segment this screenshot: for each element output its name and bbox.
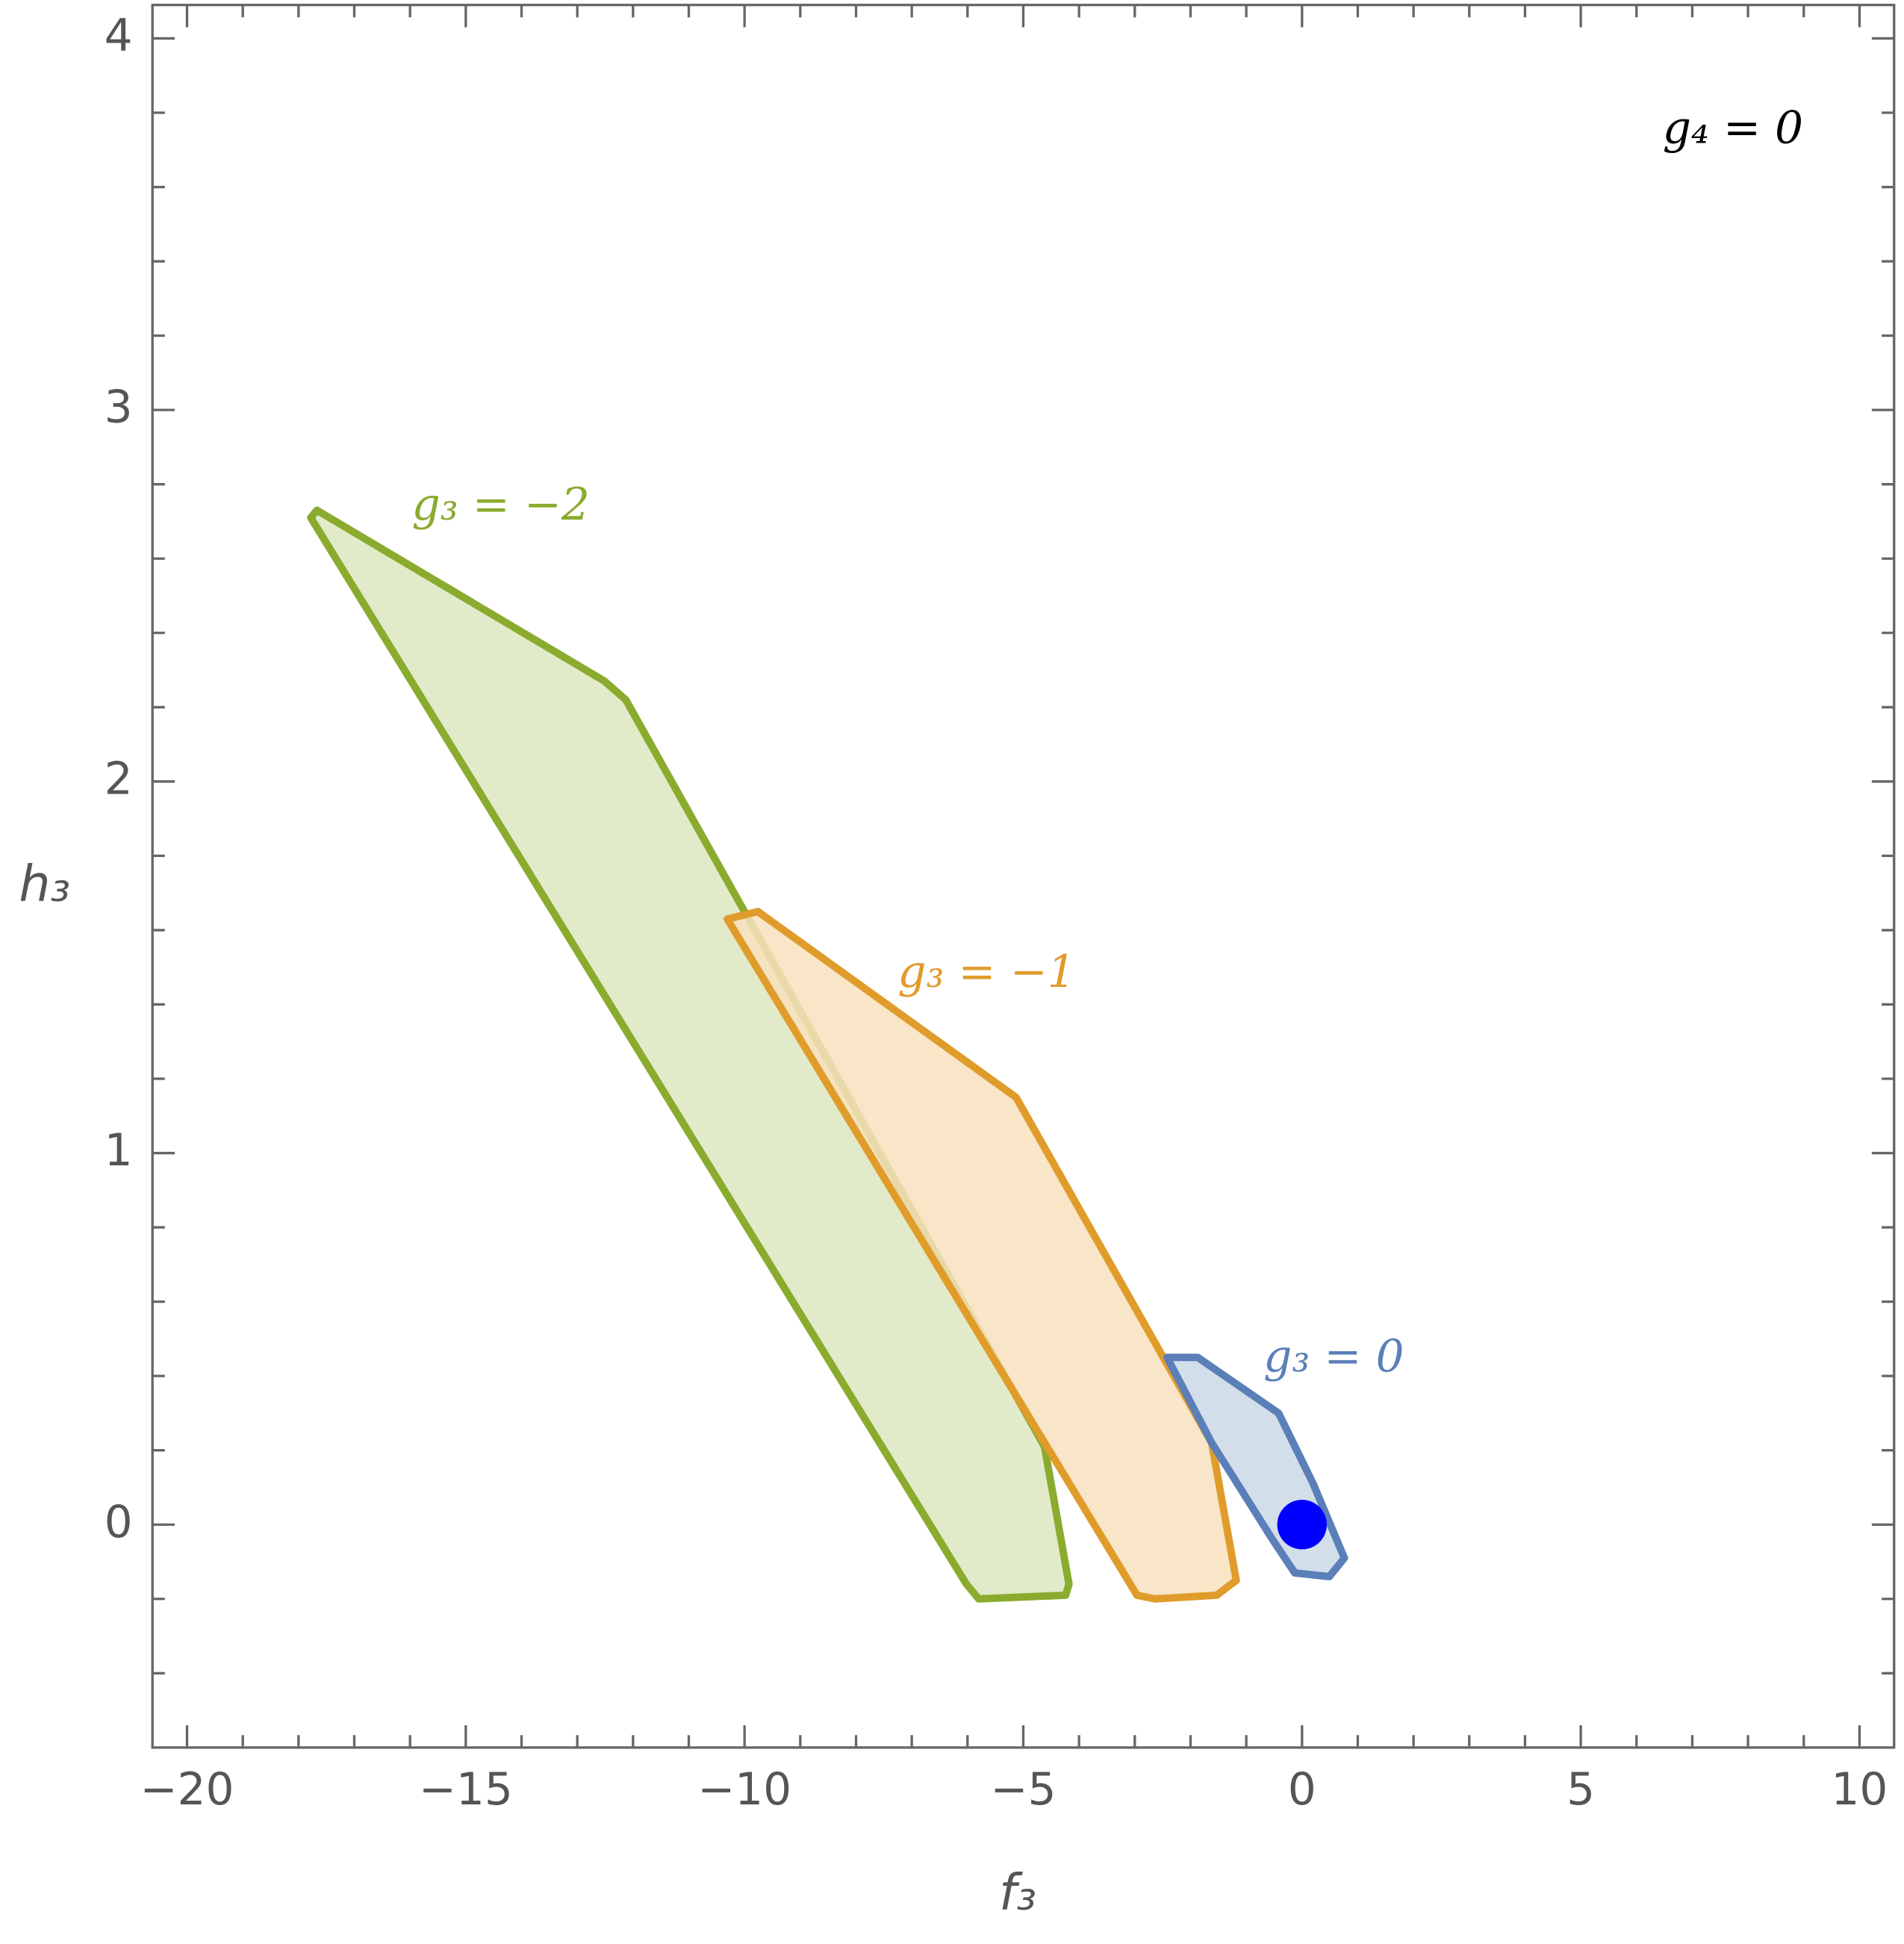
x-axis-label: f₃ — [999, 1863, 1036, 1922]
x-tick-label: −5 — [990, 1764, 1056, 1816]
region — [307, 506, 1073, 1603]
x-tick-label: −15 — [419, 1764, 513, 1816]
y-tick-label: 1 — [105, 1125, 133, 1177]
region-label: g₃ = −2 — [412, 479, 590, 531]
y-tick-label: 2 — [105, 753, 133, 805]
x-tick-label: −20 — [140, 1764, 234, 1816]
x-tick-label: −10 — [697, 1764, 791, 1816]
annotation: g₄ = 0 — [1663, 103, 1803, 155]
x-tick-label: 5 — [1567, 1764, 1595, 1816]
y-tick-label: 0 — [105, 1497, 133, 1548]
x-tick-label: 0 — [1288, 1764, 1316, 1816]
y-axis-label: h₃ — [19, 855, 70, 913]
point — [1277, 1500, 1327, 1550]
y-tick-label: 4 — [105, 10, 133, 62]
x-tick-label: 10 — [1831, 1764, 1888, 1816]
region-label: g₃ = 0 — [1263, 1331, 1404, 1383]
region — [724, 908, 1240, 1603]
region-label: g₃ = −1 — [897, 947, 1075, 998]
y-tick-label: 3 — [105, 382, 133, 434]
